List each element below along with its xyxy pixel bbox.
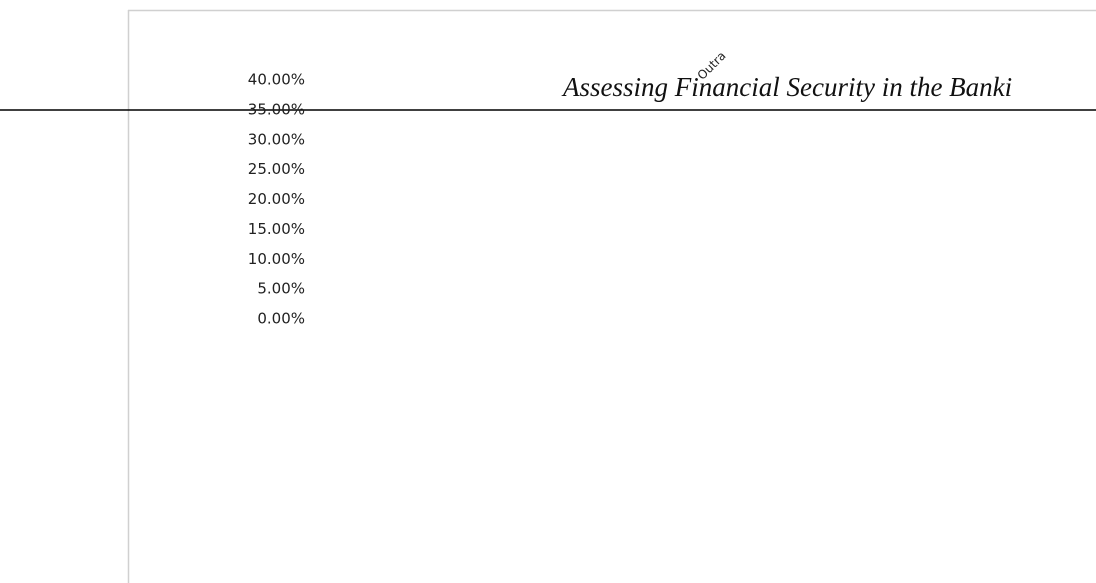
y-tick-label: 40.00% xyxy=(248,71,305,89)
y-tick-label: 20.00% xyxy=(248,190,305,208)
y-tick-label: 5.00% xyxy=(257,280,305,298)
y-tick-label: 15.00% xyxy=(248,220,305,238)
y-tick-label: 10.00% xyxy=(248,250,305,268)
y-tick-label: 25.00% xyxy=(248,160,305,178)
y-tick-label: 35.00% xyxy=(248,100,305,118)
y-tick-label: 30.00% xyxy=(248,130,305,148)
y-tick-label: 0.00% xyxy=(257,310,305,328)
chart-title: Assessing Financial Security in the Bank… xyxy=(561,72,1012,102)
